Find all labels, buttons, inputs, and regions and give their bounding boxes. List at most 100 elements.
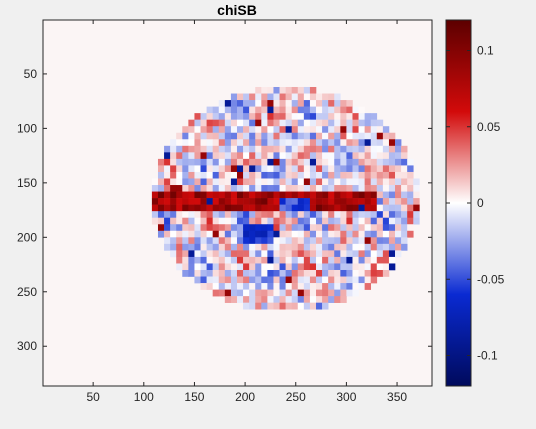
heatmap-cell	[170, 230, 177, 238]
x-tick-label: 150	[184, 390, 204, 404]
heatmap-cell	[340, 100, 347, 107]
heatmap-cell	[273, 132, 280, 140]
heatmap-cell	[297, 243, 305, 251]
heatmap-cell	[358, 211, 365, 219]
heatmap-cell	[176, 217, 183, 225]
heatmap-cell	[364, 204, 372, 212]
heatmap-cell	[297, 296, 305, 303]
heatmap-cell	[194, 171, 201, 179]
heatmap-cell	[285, 171, 292, 179]
heatmap-cell	[267, 224, 274, 232]
heatmap-cell	[309, 171, 317, 179]
heatmap-cell	[388, 243, 396, 251]
heatmap-cell	[370, 185, 378, 192]
heatmap-cell	[249, 171, 256, 179]
heatmap-cell	[230, 106, 238, 114]
heatmap-cell	[340, 126, 347, 134]
heatmap-cell	[182, 243, 189, 251]
heatmap-cell	[255, 237, 262, 245]
heatmap-cell	[297, 237, 305, 245]
heatmap-cell	[382, 171, 390, 179]
heatmap-cell	[303, 113, 311, 120]
heatmap-cell	[261, 204, 268, 212]
heatmap-cell	[230, 276, 238, 284]
heatmap-cell	[291, 113, 299, 120]
heatmap-cell	[358, 191, 365, 199]
heatmap-cell	[316, 178, 323, 186]
heatmap-cell	[346, 158, 353, 166]
heatmap-cell	[230, 243, 238, 251]
heatmap-cell	[407, 230, 414, 238]
heatmap-cell	[285, 93, 292, 101]
heatmap-cell	[352, 263, 359, 271]
heatmap-cell	[236, 132, 244, 140]
heatmap-cell	[176, 211, 183, 219]
heatmap-cell	[273, 276, 280, 284]
heatmap-cell	[261, 237, 268, 245]
heatmap-cell	[328, 263, 335, 271]
heatmap-cell	[291, 296, 299, 303]
heatmap-cell	[182, 158, 189, 166]
x-tick-label: 200	[235, 390, 255, 404]
heatmap-cell	[358, 256, 365, 264]
heatmap-cell	[188, 243, 195, 251]
heatmap-cell	[382, 224, 390, 232]
heatmap-cell	[224, 126, 232, 134]
heatmap-cell	[206, 106, 213, 114]
heatmap-cell	[291, 302, 299, 310]
heatmap-cell	[358, 217, 365, 225]
heatmap-cell	[395, 165, 402, 173]
heatmap-cell	[328, 119, 335, 127]
heatmap-cell	[370, 126, 378, 134]
heatmap-cell	[212, 211, 220, 219]
heatmap-cell	[236, 211, 244, 219]
heatmap-cell	[218, 250, 226, 258]
heatmap-cell	[188, 256, 195, 264]
heatmap-cell	[273, 243, 280, 251]
heatmap-cell	[297, 185, 305, 192]
heatmap-cell	[328, 158, 335, 166]
heatmap-cell	[267, 126, 274, 134]
heatmap-cell	[364, 139, 372, 147]
y-tick-label: 50	[24, 67, 38, 81]
heatmap-cell	[285, 250, 292, 258]
heatmap-cell	[170, 211, 177, 219]
heatmap-cell	[279, 113, 286, 120]
heatmap-cell	[376, 158, 384, 166]
heatmap-cell	[407, 224, 414, 232]
heatmap-cell	[303, 171, 311, 179]
heatmap-cell	[194, 178, 201, 186]
heatmap-cell	[364, 263, 372, 271]
heatmap-cell	[297, 230, 305, 238]
heatmap-cell	[370, 139, 378, 147]
heatmap-cell	[388, 132, 396, 140]
heatmap-cell	[249, 152, 256, 160]
heatmap-cell	[194, 217, 201, 225]
heatmap-cell	[334, 139, 341, 147]
heatmap-cell	[243, 93, 250, 101]
heatmap-cell	[407, 158, 414, 166]
heatmap-cell	[285, 86, 292, 94]
heatmap-cell	[261, 302, 268, 310]
heatmap-cell	[255, 152, 262, 160]
heatmap-cell	[188, 269, 195, 277]
heatmap-cell	[273, 171, 280, 179]
heatmap-cell	[346, 145, 353, 153]
heatmap-cell	[249, 178, 256, 186]
heatmap-cell	[230, 237, 238, 245]
heatmap-cell	[182, 217, 189, 225]
heatmap-cell	[328, 211, 335, 219]
heatmap-cell	[200, 152, 207, 160]
heatmap-cell	[255, 250, 262, 258]
heatmap-cell	[322, 185, 329, 192]
heatmap-cell	[249, 126, 256, 134]
heatmap-cell	[340, 283, 347, 290]
heatmap-cell	[328, 93, 335, 101]
heatmap-cell	[334, 191, 341, 199]
heatmap-cell	[291, 256, 299, 264]
heatmap-cell	[230, 178, 238, 186]
heatmap-cell	[297, 152, 305, 160]
heatmap-cell	[267, 185, 274, 192]
heatmap-cell	[249, 165, 256, 173]
heatmap-cell	[218, 256, 226, 264]
